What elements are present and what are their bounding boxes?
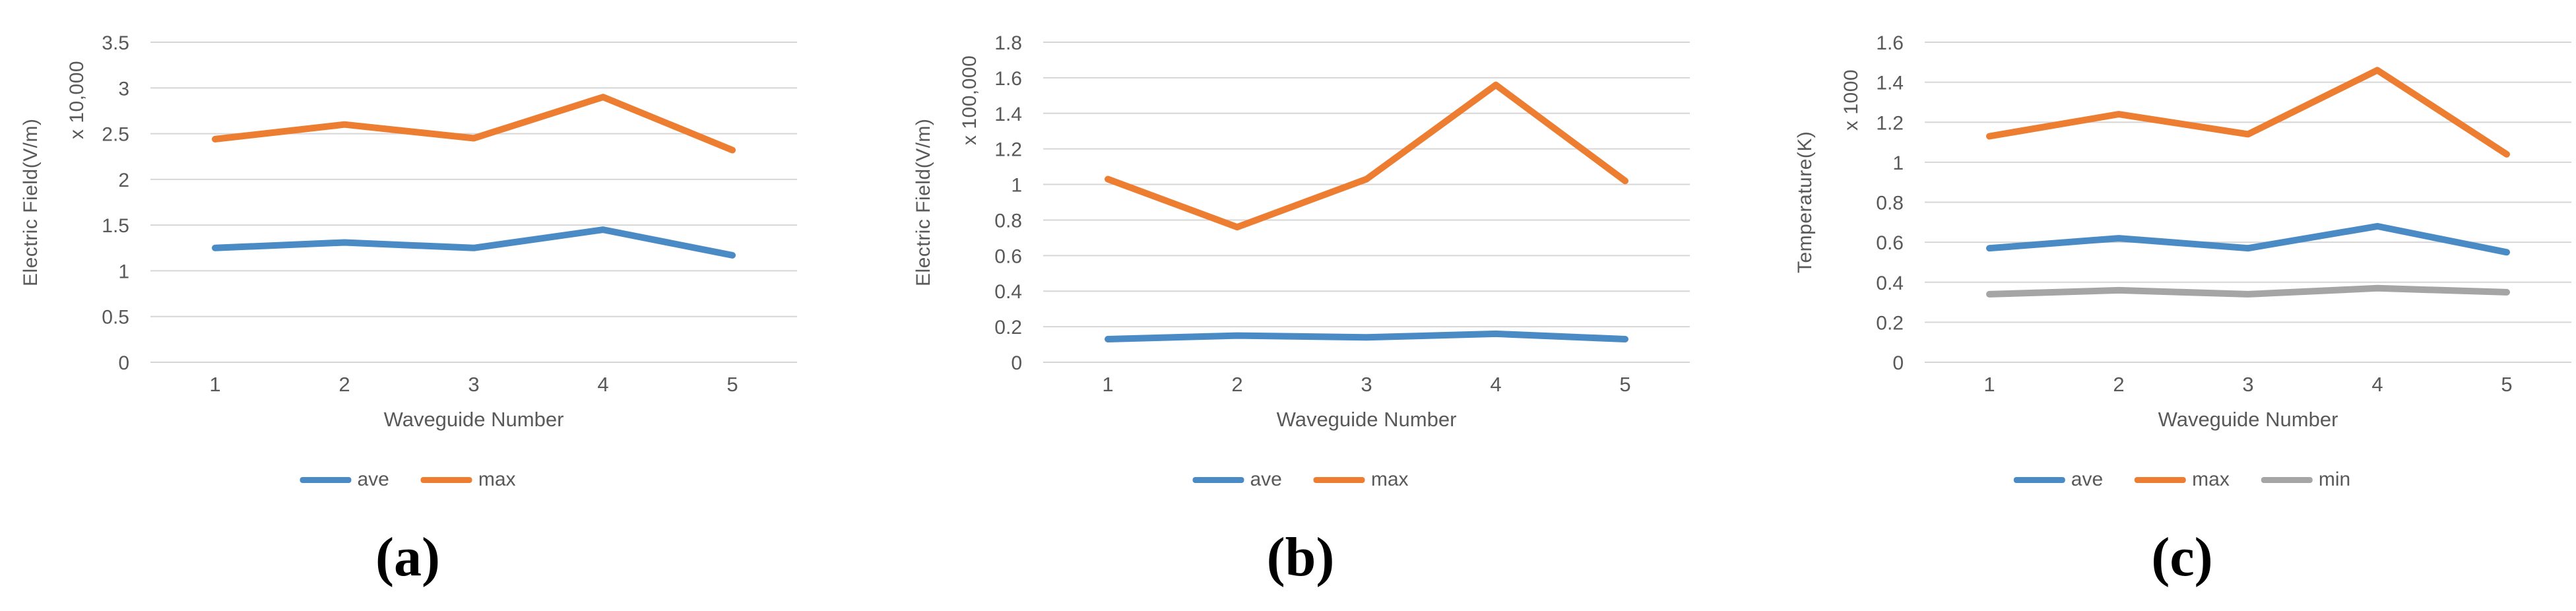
plot-area-b: 1.8 1.6 1.4 1.2 1 0.8 0.6 0.4 0.2 0 1 2 3 4 5 <box>994 32 1690 396</box>
x-tick-label: 3 <box>1361 373 1372 396</box>
legend-label-min: min <box>2318 468 2351 490</box>
x-tick-label: 4 <box>2371 373 2383 396</box>
plot-area-c: 1.6 1.4 1.2 1 0.8 0.6 0.4 0.2 0 1 2 3 4 5 <box>1876 32 2571 396</box>
y-tick-label: 1 <box>118 261 129 282</box>
y-tick-label: 1.6 <box>1876 32 1904 54</box>
legend: ave max <box>300 468 516 490</box>
y-tick-label: 1.5 <box>102 215 129 237</box>
legend-swatch-min <box>2261 476 2313 483</box>
x-tick-label: 5 <box>1619 373 1630 396</box>
legend-swatch-ave <box>300 476 352 483</box>
x-tick-label: 3 <box>2242 373 2253 396</box>
legend-item-min: min <box>2261 470 2350 490</box>
y-tick-label: 3 <box>118 78 129 100</box>
y-tick-label: 1 <box>1011 175 1022 197</box>
y-tick-label: 0 <box>1011 352 1022 374</box>
series-line-max <box>212 94 736 154</box>
legend-swatch-ave <box>2013 476 2065 483</box>
y-tick-label: 1.2 <box>1876 112 1904 134</box>
y-tick-label: 2 <box>118 170 129 191</box>
y-axis-title: Temperature(K) <box>1794 131 1816 274</box>
y-tick-label: 0.6 <box>994 245 1022 267</box>
chart-panel-c: 1.6 1.4 1.2 1 0.8 0.6 0.4 0.2 0 1 2 3 4 5 Temperature… <box>1717 0 2575 611</box>
series-line-max <box>1105 81 1628 231</box>
y-tick-label: 0.8 <box>1876 193 1904 214</box>
legend-item-max: max <box>1313 468 1409 490</box>
legend-item-ave: ave <box>2013 468 2104 490</box>
legend-label-max: max <box>2192 468 2230 490</box>
legend: ave max min <box>2013 468 2350 490</box>
legend-label-ave: ave <box>357 468 389 490</box>
x-axis-title: Waveguide Number <box>383 408 564 431</box>
legend-swatch-ave <box>1192 476 1244 483</box>
caption-a: (a) <box>375 527 440 588</box>
y-tick-label: 0 <box>118 352 129 374</box>
y-axis-multiplier: x 10,000 <box>66 60 88 140</box>
series-line-min <box>1986 284 2510 298</box>
legend: ave max <box>1192 468 1409 490</box>
x-tick-label: 1 <box>1102 373 1113 396</box>
x-tick-label: 2 <box>338 373 350 396</box>
x-tick-label: 5 <box>726 373 738 396</box>
legend-label-max: max <box>1370 468 1409 490</box>
y-axis-title: Electric Field(V/m) <box>913 118 934 286</box>
y-tick-label: 0 <box>1892 352 1904 374</box>
legend-swatch-max <box>420 476 472 483</box>
x-tick-label: 2 <box>2113 373 2124 396</box>
legend-swatch-max <box>2135 476 2187 483</box>
y-tick-label: 0.6 <box>1876 232 1904 254</box>
x-axis-title: Waveguide Number <box>1276 408 1457 431</box>
y-axis-multiplier: x 100,000 <box>959 55 981 145</box>
y-tick-label: 0.4 <box>1876 273 1904 294</box>
plot-area-a: 3.5 3 2.5 2 1.5 1 0.5 0 1 2 3 4 5 <box>102 32 797 396</box>
x-tick-label: 1 <box>1983 373 1995 396</box>
x-tick-label: 1 <box>209 373 220 396</box>
x-tick-label: 3 <box>468 373 479 396</box>
x-tick-label: 4 <box>597 373 608 396</box>
legend-item-ave: ave <box>1192 468 1282 490</box>
y-tick-label: 1.4 <box>1876 73 1904 94</box>
y-tick-label: 0.2 <box>1876 312 1904 334</box>
y-tick-label: 3.5 <box>102 32 129 54</box>
y-tick-label: 1.8 <box>994 32 1022 54</box>
y-axis-multiplier: x 1000 <box>1840 69 1862 131</box>
chart-panel-b: 1.8 1.6 1.4 1.2 1 0.8 0.6 0.4 0.2 0 1 2 3 4 5 Electric… <box>858 0 1717 611</box>
legend-item-max: max <box>420 468 516 490</box>
series-line-ave <box>1105 330 1628 342</box>
y-tick-label: 0.8 <box>994 210 1022 232</box>
x-tick-label: 5 <box>2501 373 2512 396</box>
x-tick-label: 2 <box>1231 373 1242 396</box>
y-tick-label: 1.6 <box>994 68 1022 90</box>
legend-label-ave: ave <box>2071 468 2104 490</box>
legend-swatch-max <box>1313 476 1365 483</box>
legend-item-max: max <box>2135 470 2230 490</box>
caption-b: (b) <box>1266 527 1335 588</box>
x-axis-title: Waveguide Number <box>2158 408 2338 431</box>
y-tick-label: 0.2 <box>994 317 1022 338</box>
legend-label-max: max <box>478 468 516 490</box>
series-line-max <box>1986 67 2510 158</box>
y-tick-label: 1 <box>1892 152 1904 174</box>
chart-panel-a: 3.5 3 2.5 2 1.5 1 0.5 0 1 2 3 4 5 Electric Field(V/m… <box>0 0 858 611</box>
series-line-ave <box>212 226 736 259</box>
y-tick-label: 0.5 <box>102 307 129 329</box>
y-axis-title: Electric Field(V/m) <box>20 118 42 286</box>
y-tick-label: 2.5 <box>102 124 129 146</box>
legend-label-ave: ave <box>1250 468 1282 490</box>
series-line-ave <box>1986 222 2510 256</box>
y-tick-label: 0.4 <box>994 281 1022 303</box>
caption-c: (c) <box>2151 527 2213 588</box>
x-tick-label: 4 <box>1490 373 1501 396</box>
legend-item-ave: ave <box>300 470 389 490</box>
y-tick-label: 1.4 <box>994 104 1022 125</box>
y-tick-label: 1.2 <box>994 139 1022 161</box>
